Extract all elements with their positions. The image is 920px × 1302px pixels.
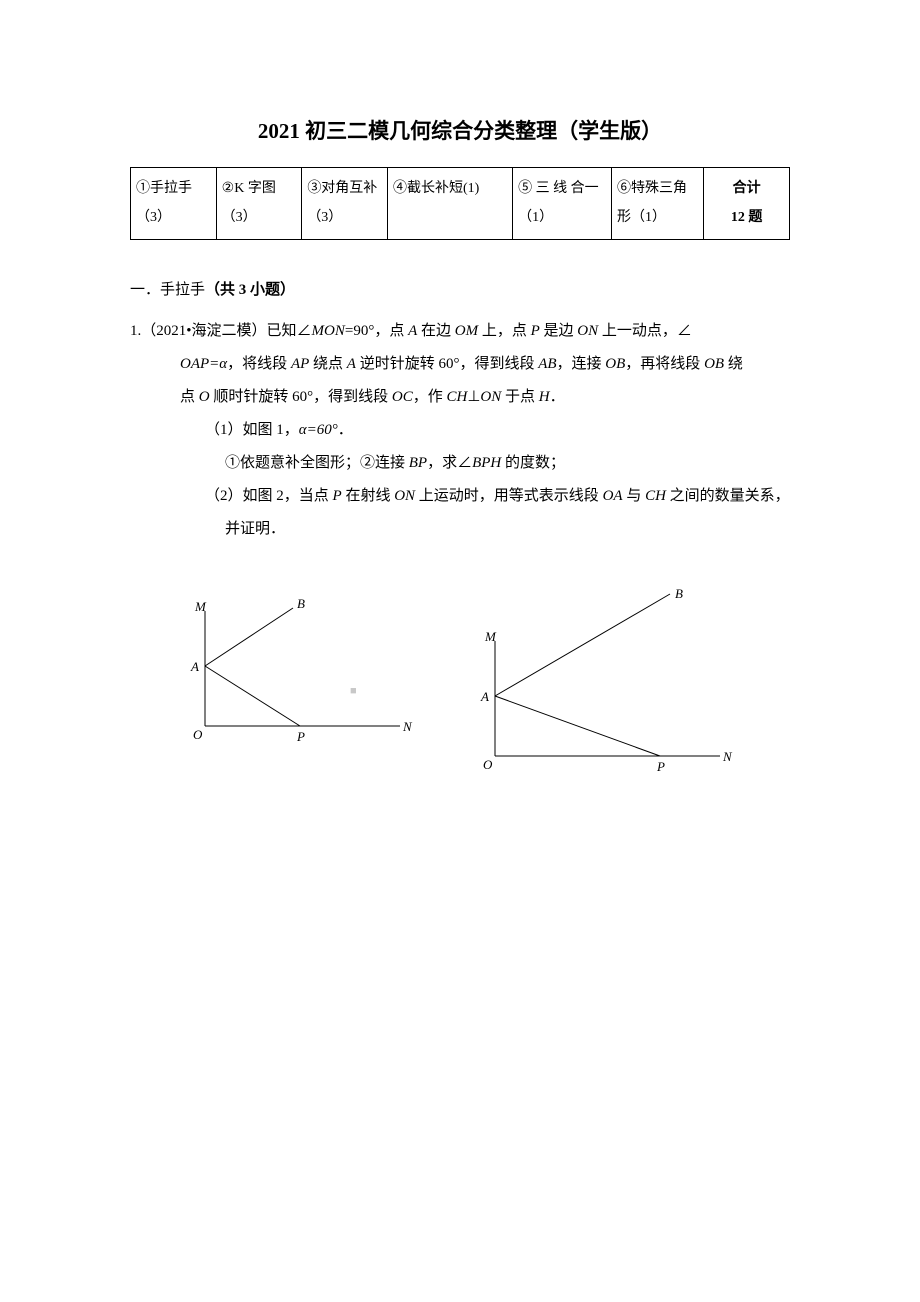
text: ，将线段 <box>227 356 291 372</box>
problem-line: 1.（2021•海淀二模）已知∠MON=90°，点 A 在边 OM 上，点 P … <box>130 315 790 348</box>
text: 上运动时，用等式表示线段 <box>415 488 603 504</box>
summary-table: ①手拉手（3） ②K 字图（3） ③对角互补（3） ④截长补短(1) ⑤ 三 线… <box>130 167 790 240</box>
page-title: 2021 初三二模几何综合分类整理（学生版） <box>130 115 790 145</box>
var: P <box>531 323 540 339</box>
var: ON <box>394 488 415 504</box>
var: α=60° <box>299 422 338 438</box>
figure-1: M A O P N B <box>185 586 415 746</box>
text: 之间的数量关系， <box>666 488 790 504</box>
text: （2）如图 2，当点 <box>205 488 333 504</box>
text: 逆时针旋转 60°，得到线段 <box>356 356 538 372</box>
text: 于点 <box>501 389 539 405</box>
fig-label-a: A <box>190 659 199 674</box>
var: =α <box>209 356 227 372</box>
text: 在射线 <box>342 488 395 504</box>
section-heading: 一．手拉手（共 3 小题） <box>130 278 790 299</box>
text: 绕点 <box>309 356 347 372</box>
fig-label-o: O <box>193 727 203 742</box>
table-cell: ②K 字图（3） <box>216 168 302 240</box>
fig-label-p: P <box>296 729 305 744</box>
var: A <box>347 356 356 372</box>
fig-label-p: P <box>656 759 665 774</box>
text: 与 <box>623 488 646 504</box>
text: ⊥ <box>467 389 480 405</box>
fig-label-b: B <box>675 586 683 601</box>
figures-container: M A O P N B M A O P N B <box>130 586 790 776</box>
text: 上一动点，∠ <box>598 323 692 339</box>
problem-1: 1.（2021•海淀二模）已知∠MON=90°，点 A 在边 OM 上，点 P … <box>130 315 790 546</box>
text: 点 <box>180 389 199 405</box>
text: 绕 <box>724 356 743 372</box>
var: CH <box>645 488 666 504</box>
text: ，求∠ <box>427 455 472 471</box>
text: （1）如图 1， <box>205 422 299 438</box>
problem-line: OAP=α，将线段 AP 绕点 A 逆时针旋转 60°，得到线段 AB，连接 O… <box>130 348 790 381</box>
var: OC <box>392 389 413 405</box>
text: 并证明． <box>225 521 285 537</box>
fig-label-n: N <box>722 749 733 764</box>
fig-label-o: O <box>483 757 493 772</box>
var: OM <box>455 323 478 339</box>
text: ，作 <box>413 389 447 405</box>
fig-label-m: M <box>194 599 207 614</box>
text: ． <box>550 389 565 405</box>
problem-line: 并证明． <box>130 513 790 546</box>
text: 是边 <box>540 323 578 339</box>
text: ． <box>338 422 353 438</box>
total-label: 合计 <box>733 181 761 196</box>
text: ，再将线段 <box>625 356 704 372</box>
var: OB <box>605 356 625 372</box>
text: =90°，点 <box>345 323 408 339</box>
var: P <box>333 488 342 504</box>
problem-line: 点 O 顺时针旋转 60°，得到线段 OC，作 CH⊥ON 于点 H． <box>130 381 790 414</box>
var: CH <box>446 389 467 405</box>
fig-label-m: M <box>484 629 497 644</box>
var: OAP <box>180 356 209 372</box>
section-name: 手拉手 <box>160 282 205 298</box>
text: 在边 <box>417 323 455 339</box>
var: H <box>539 389 550 405</box>
table-cell: ⑥特殊三角形（1） <box>612 168 704 240</box>
var: OB <box>704 356 724 372</box>
watermark-icon: ■ <box>350 685 357 697</box>
var: BPH <box>472 455 501 471</box>
var: O <box>199 389 210 405</box>
figure-2: M A O P N B <box>475 586 735 776</box>
fig-label-n: N <box>402 719 413 734</box>
text: ①依题意补全图形；②连接 <box>225 455 409 471</box>
var: A <box>408 323 417 339</box>
table-cell-total: 合计 12 题 <box>704 168 790 240</box>
var: OA <box>603 488 623 504</box>
var: MON <box>312 323 345 339</box>
var: AP <box>291 356 309 372</box>
fig-label-a: A <box>480 689 489 704</box>
fig-label-b: B <box>297 596 305 611</box>
table-cell: ⑤ 三 线 合一（1） <box>513 168 612 240</box>
problem-line: ①依题意补全图形；②连接 BP，求∠BPH 的度数； <box>130 447 790 480</box>
var: ON <box>577 323 598 339</box>
text: 的度数； <box>501 455 565 471</box>
table-cell: ③对角互补（3） <box>302 168 388 240</box>
text: 上，点 <box>478 323 531 339</box>
section-number: 一． <box>130 282 160 298</box>
text: ，连接 <box>557 356 606 372</box>
table-cell: ④截长补短(1) <box>387 168 512 240</box>
var: BP <box>409 455 427 471</box>
total-value: 12 题 <box>731 210 763 225</box>
text: 1.（2021•海淀二模）已知∠ <box>130 323 312 339</box>
table-cell: ①手拉手（3） <box>131 168 217 240</box>
problem-line: （2）如图 2，当点 P 在射线 ON 上运动时，用等式表示线段 OA 与 CH… <box>130 480 790 513</box>
var: AB <box>538 356 556 372</box>
var: ON <box>480 389 501 405</box>
problem-line: （1）如图 1，α=60°． <box>130 414 790 447</box>
text: 顺时针旋转 60°，得到线段 <box>210 389 392 405</box>
section-count: （共 3 小题） <box>205 282 295 298</box>
